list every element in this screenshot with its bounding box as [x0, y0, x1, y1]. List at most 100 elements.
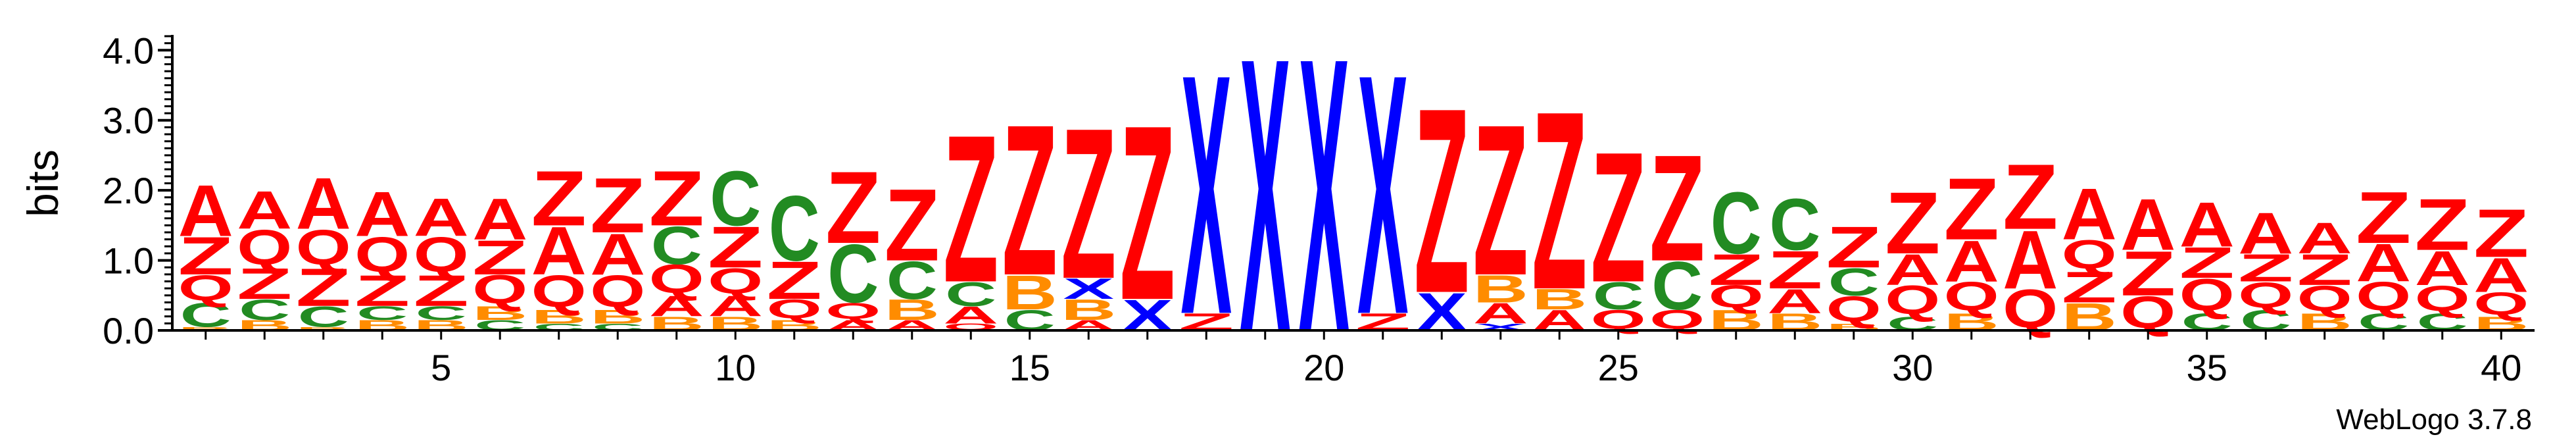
logo-glyph-z: Z: [296, 257, 351, 317]
logo-glyph-q: Q: [296, 220, 351, 275]
logo-glyph-q: Q: [767, 294, 822, 324]
logo-glyph-z: Z: [1885, 174, 1940, 272]
logo-glyph-x: X: [1063, 272, 1114, 305]
logo-glyph-a: A: [414, 188, 469, 247]
logo-glyph-z: Z: [2473, 195, 2529, 271]
logo-glyph-z: Z: [1473, 80, 1528, 321]
logo-glyph-z: Z: [1414, 53, 1469, 348]
weblogo-version-label: WebLogo 3.7.8: [2336, 403, 2532, 436]
logo-glyph-z: Z: [2297, 245, 2352, 294]
logo-glyph-a: A: [649, 290, 704, 323]
logo-glyph-z: Z: [2120, 238, 2175, 309]
logo-glyph-q: Q: [2415, 278, 2470, 319]
logo-glyph-c: C: [769, 176, 820, 280]
logo-glyph-b: B: [1002, 265, 1057, 320]
logo-glyph-b: B: [472, 302, 527, 324]
logo-glyph-a: A: [237, 181, 292, 241]
logo-glyph-q: Q: [2297, 278, 2352, 319]
logo-glyph-x: X: [1357, 3, 1409, 386]
logo-glyph-a: A: [2356, 233, 2411, 293]
logo-glyph-q: Q: [531, 267, 587, 317]
logo-glyphs: BCQZABCZQABCZQABCZQABCZQACBQZACBQAZCBQAZ…: [178, 0, 2529, 413]
logo-glyph-b: B: [531, 305, 587, 327]
logo-glyph-a: A: [2238, 200, 2293, 266]
logo-glyph-z: Z: [1709, 245, 1764, 294]
logo-glyph-z: Z: [1591, 114, 1646, 321]
logo-glyph-z: Z: [708, 214, 763, 280]
logo-glyph-a: A: [590, 221, 645, 287]
logo-glyph-a: A: [2062, 174, 2117, 255]
logo-glyph-z: Z: [767, 250, 822, 311]
logo-glyph-q: Q: [1826, 289, 1882, 329]
logo-glyph-z: Z: [472, 230, 527, 285]
logo-glyph-q: Q: [472, 267, 527, 312]
logo-glyph-x: X: [1240, 0, 1291, 413]
logo-glyph-c: C: [239, 294, 290, 326]
logo-glyph-a: A: [472, 186, 527, 252]
logo-glyph-b: B: [1473, 267, 1528, 311]
logo-glyph-a: A: [2473, 247, 2529, 302]
logo-glyph-z: Z: [2238, 246, 2293, 290]
logo-glyph-q: Q: [649, 256, 704, 301]
logo-glyph-c: C: [1769, 184, 1820, 266]
logo-glyph-a: A: [943, 301, 998, 328]
logo-glyph-c: C: [1711, 174, 1762, 272]
logo-glyph-z: Z: [943, 91, 998, 326]
logo-glyph-a: A: [296, 163, 351, 245]
logo-glyph-q: Q: [2179, 270, 2235, 321]
logo-glyph-a: A: [1944, 228, 1999, 294]
x-tick-label: 30: [1892, 347, 1933, 388]
logo-glyph-z: Z: [1532, 59, 1587, 343]
logo-glyph-c: C: [651, 215, 702, 275]
y-tick-label: 1.0: [103, 240, 154, 282]
logo-glyph-a: A: [2179, 189, 2235, 260]
logo-glyph-q: Q: [825, 298, 881, 324]
logo-glyph-c: C: [827, 227, 879, 320]
y-axis-title: bits: [18, 149, 67, 217]
logo-glyph-z: Z: [354, 266, 410, 315]
logo-glyph-a: A: [2120, 184, 2175, 266]
logo-glyph-q: Q: [2473, 286, 2529, 321]
x-tick-label: 10: [715, 347, 756, 388]
logo-glyph-q: Q: [354, 226, 410, 282]
logo-glyph-z: Z: [2062, 263, 2117, 312]
y-tick-label: 2.0: [103, 170, 154, 211]
logo-glyph-b: B: [885, 294, 940, 326]
logo-glyph-a: A: [708, 290, 763, 323]
logo-glyph-q: Q: [590, 267, 645, 317]
logo-glyph-b: B: [1061, 294, 1116, 326]
x-tick-label: 15: [1009, 347, 1050, 388]
logo-glyph-a: A: [2415, 241, 2470, 296]
x-tick-label: 5: [431, 347, 451, 388]
logo-glyph-z: Z: [237, 259, 292, 309]
logo-glyph-z: Z: [1061, 84, 1116, 324]
logo-glyph-x: X: [1298, 0, 1349, 413]
logo-glyph-a: A: [1767, 282, 1822, 321]
logo-glyph-c: C: [180, 296, 231, 334]
logo-glyph-a: A: [354, 178, 410, 249]
logo-glyph-c: C: [1593, 274, 1644, 318]
y-tick-label: 4.0: [103, 30, 154, 71]
logo-glyph-q: Q: [2003, 278, 2058, 339]
logo-glyph-c: C: [298, 300, 349, 333]
logo-glyph-c: C: [1651, 248, 1703, 324]
x-tick-label: 40: [2481, 347, 2521, 388]
logo-glyph-z: Z: [1826, 214, 1882, 280]
logo-glyph-a: A: [178, 170, 233, 252]
logo-glyph-c: C: [710, 155, 761, 243]
logo-glyph-z: Z: [2356, 176, 2411, 259]
logo-glyph-z: Z: [1649, 124, 1705, 293]
logo-glyph-q: Q: [708, 261, 763, 301]
logo-glyph-q: Q: [414, 226, 469, 282]
logo-glyph-z: Z: [1120, 74, 1175, 352]
logo-glyph-q: Q: [2356, 274, 2411, 319]
x-tick-label: 20: [1303, 347, 1344, 388]
logo-glyph-c: C: [356, 302, 408, 324]
logo-glyph-a: A: [1473, 297, 1528, 330]
logo-glyph-z: Z: [1002, 80, 1057, 321]
logo-glyph-z: Z: [1767, 240, 1822, 300]
logo-glyph-z: Z: [1944, 159, 1999, 258]
logo-axes: 0.0 1.0 2.0 3.0 4.0 5 10 15 20 25 30 35 40: [103, 30, 2535, 388]
